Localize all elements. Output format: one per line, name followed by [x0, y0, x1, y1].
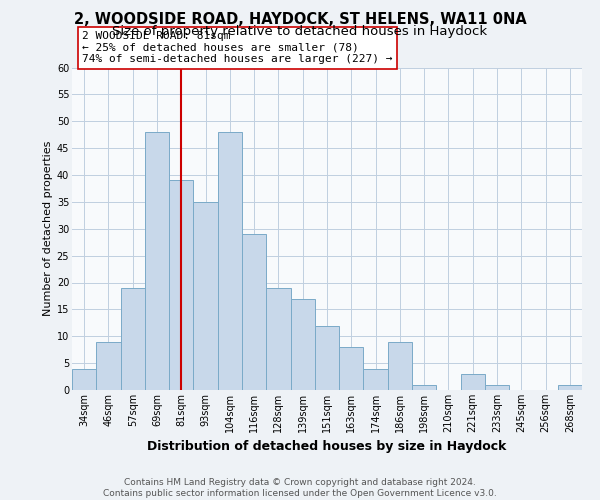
Bar: [364, 368, 388, 390]
Bar: [558, 384, 582, 390]
Text: 2 WOODSIDE ROAD: 81sqm
← 25% of detached houses are smaller (78)
74% of semi-det: 2 WOODSIDE ROAD: 81sqm ← 25% of detached…: [82, 31, 392, 64]
Bar: [218, 132, 242, 390]
Bar: [72, 368, 96, 390]
Bar: [290, 298, 315, 390]
Bar: [412, 384, 436, 390]
Bar: [315, 326, 339, 390]
Bar: [193, 202, 218, 390]
Bar: [121, 288, 145, 390]
Bar: [388, 342, 412, 390]
Bar: [461, 374, 485, 390]
Text: Contains HM Land Registry data © Crown copyright and database right 2024.
Contai: Contains HM Land Registry data © Crown c…: [103, 478, 497, 498]
Bar: [485, 384, 509, 390]
Bar: [339, 347, 364, 390]
Bar: [266, 288, 290, 390]
Text: 2, WOODSIDE ROAD, HAYDOCK, ST HELENS, WA11 0NA: 2, WOODSIDE ROAD, HAYDOCK, ST HELENS, WA…: [74, 12, 526, 28]
Y-axis label: Number of detached properties: Number of detached properties: [43, 141, 53, 316]
Text: Size of property relative to detached houses in Haydock: Size of property relative to detached ho…: [112, 25, 488, 38]
Bar: [145, 132, 169, 390]
Bar: [169, 180, 193, 390]
X-axis label: Distribution of detached houses by size in Haydock: Distribution of detached houses by size …: [148, 440, 506, 454]
Bar: [242, 234, 266, 390]
Bar: [96, 342, 121, 390]
